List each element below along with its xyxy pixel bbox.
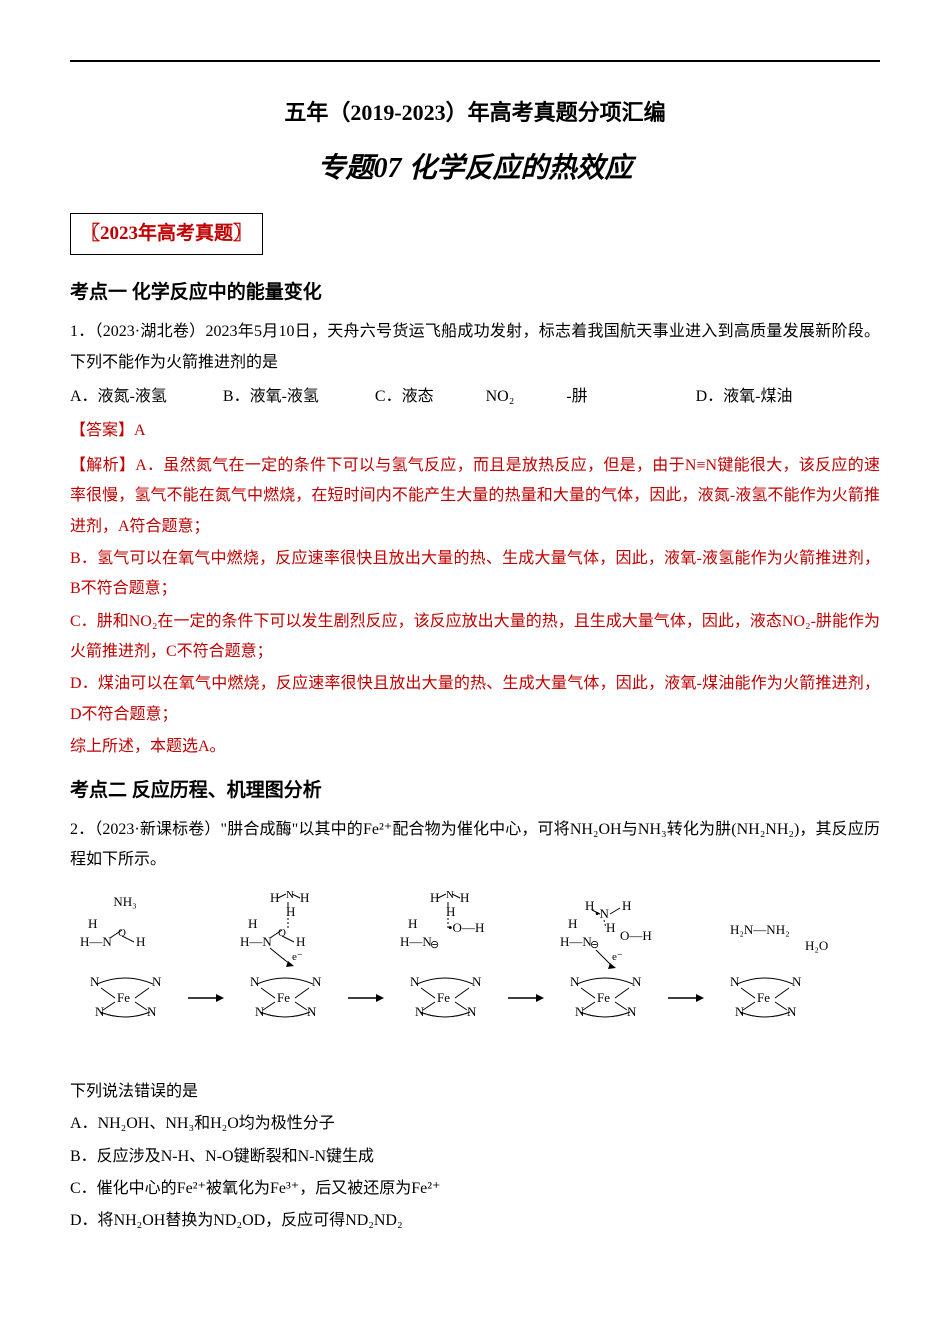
q2-opt-b: B．反应涉及N-H、N-O键断裂和N-N键生成 xyxy=(70,1142,880,1172)
svg-text:H: H xyxy=(88,916,97,931)
stage-1: NH₃ H H—N O H NN NN Fe xyxy=(80,894,162,1019)
kaodian-1-heading: 考点一 化学反应中的能量变化 xyxy=(70,275,880,311)
svg-text:H: H xyxy=(446,904,455,919)
q2-opt-d: D．将NH₂OH替换为ND₂OD，反应可得ND₂ND₂ xyxy=(70,1206,880,1236)
q1-options: A．液氮-液氢 B．液氧-液氢 C．液态NO₂-肼 D．液氧-煤油 xyxy=(70,382,880,412)
svg-text:N: N xyxy=(627,1004,637,1019)
svg-text:Fe: Fe xyxy=(277,990,290,1005)
svg-text:N: N xyxy=(446,889,454,901)
svg-text:N: N xyxy=(90,974,100,989)
svg-text:⊖: ⊖ xyxy=(590,939,599,951)
svg-text:H: H xyxy=(300,890,309,905)
svg-text:N: N xyxy=(792,974,802,989)
svg-text:N: N xyxy=(575,1004,585,1019)
q1-opt-d: D．液氧-煤油 xyxy=(696,382,793,412)
q1-opt-c: C．液态NO₂-肼 xyxy=(375,382,640,412)
svg-text:H—N: H—N xyxy=(80,934,112,949)
svg-text:N: N xyxy=(570,974,580,989)
svg-text:H: H xyxy=(248,916,257,931)
svg-text:H: H xyxy=(136,934,145,949)
svg-text:H: H xyxy=(286,904,295,919)
svg-text:N: N xyxy=(467,1004,477,1019)
svg-text:N: N xyxy=(255,1004,265,1019)
svg-text:H: H xyxy=(622,898,631,913)
kaodian-2-heading: 考点二 反应历程、机理图分析 xyxy=(70,773,880,809)
q1-opt-a: A．液氮-液氢 xyxy=(70,382,167,412)
svg-text:N: N xyxy=(472,974,482,989)
stage-2: HH N H H H—N O H e⁻ NN NN Fe xyxy=(240,889,322,1019)
svg-text:NH₃: NH₃ xyxy=(113,894,136,909)
svg-text:H: H xyxy=(568,916,577,931)
svg-text:N: N xyxy=(312,974,322,989)
svg-text:H—N: H—N xyxy=(560,934,592,949)
svg-text:N: N xyxy=(152,974,162,989)
svg-text:H—N: H—N xyxy=(240,934,272,949)
q1-analysis-b: B．氢气可以在氧气中燃烧，反应速率很快且放出大量的热、生成大量气体，因此，液氧-… xyxy=(70,544,880,605)
svg-text:N: N xyxy=(415,1004,425,1019)
svg-text:e⁻: e⁻ xyxy=(612,951,623,963)
svg-text:N: N xyxy=(730,974,740,989)
svg-text:H₂O: H₂O xyxy=(805,938,828,953)
stage-5: H₂N—NH₂ H₂O NN NN Fe xyxy=(730,922,828,1019)
stage-4: HH •N H H H—N ⊖ O—H e⁻ NN NN Fe xyxy=(560,898,652,1019)
arrow-2 xyxy=(348,994,384,1002)
arrow-1 xyxy=(188,994,224,1002)
svg-text:O—H: O—H xyxy=(620,928,652,943)
q1-answer: 【答案】A xyxy=(70,416,880,446)
q1-stem: 1．（2023·湖北卷）2023年5月10日，天舟六号货运飞船成功发射，标志着我… xyxy=(70,317,880,378)
svg-text:H—N: H—N xyxy=(400,934,432,949)
q1-analysis-end: 综上所述，本题选A。 xyxy=(70,732,880,762)
sub-title: 专题07 化学反应的热效应 xyxy=(70,142,880,195)
q1-analysis-a: 【解析】A．虽然氮气在一定的条件下可以与氢气反应，而且是放热反应，但是，由于N≡… xyxy=(70,451,880,542)
arrow-3 xyxy=(508,994,544,1002)
svg-text:⊖: ⊖ xyxy=(430,939,439,951)
svg-text:N: N xyxy=(250,974,260,989)
svg-text:H₂N—NH₂: H₂N—NH₂ xyxy=(730,922,790,937)
q2-opt-a: A．NH₂OH、NH₃和H₂O均为极性分子 xyxy=(70,1109,880,1139)
svg-text:N: N xyxy=(147,1004,157,1019)
svg-text:Fe: Fe xyxy=(437,990,450,1005)
year-section-box: 〖2023年高考真题〗 xyxy=(70,213,263,255)
q2-stem: 2．（2023·新课标卷）"肼合成酶"以其中的Fe²⁺配合物为催化中心，可将NH… xyxy=(70,815,880,876)
arrow-4 xyxy=(668,994,704,1002)
svg-text:N: N xyxy=(632,974,642,989)
svg-text:•O—H: •O—H xyxy=(448,920,484,935)
q2-opt-c: C．催化中心的Fe²⁺被氧化为Fe³⁺，后又被还原为Fe²⁺ xyxy=(70,1174,880,1204)
svg-text:•N: •N xyxy=(595,906,610,921)
svg-text:Fe: Fe xyxy=(117,990,130,1005)
svg-text:N: N xyxy=(735,1004,745,1019)
svg-text:N: N xyxy=(410,974,420,989)
q1-opt-b: B．液氧-液氢 xyxy=(223,382,319,412)
q1-analysis-c: C．肼和NO₂在一定的条件下可以发生剧烈反应，该反应放出大量的热，且生成大量气体… xyxy=(70,607,880,668)
svg-text:N: N xyxy=(307,1004,317,1019)
svg-text:N: N xyxy=(286,889,294,901)
svg-text:e⁻: e⁻ xyxy=(292,951,303,963)
svg-text:N: N xyxy=(787,1004,797,1019)
svg-text:H: H xyxy=(408,916,417,931)
svg-text:H: H xyxy=(296,934,305,949)
q2-after-diagram: 下列说法错误的是 xyxy=(70,1077,880,1107)
stage-3: HH N H H H—N ⊖ •O—H NN NN Fe xyxy=(400,889,484,1019)
svg-text:H: H xyxy=(606,920,615,935)
main-title: 五年（2019-2023）年高考真题分项汇编 xyxy=(70,92,880,134)
q1-analysis-d: D．煤油可以在氧气中燃烧，反应速率很快且放出大量的热、生成大量气体，因此，液氧-… xyxy=(70,669,880,730)
reaction-mechanism-diagram: NH₃ H H—N O H NN NN Fe HH N H H H—N xyxy=(70,888,880,1069)
svg-text:Fe: Fe xyxy=(757,990,770,1005)
svg-text:Fe: Fe xyxy=(597,990,610,1005)
svg-text:H: H xyxy=(460,890,469,905)
top-rule xyxy=(70,60,880,62)
svg-text:N: N xyxy=(95,1004,105,1019)
